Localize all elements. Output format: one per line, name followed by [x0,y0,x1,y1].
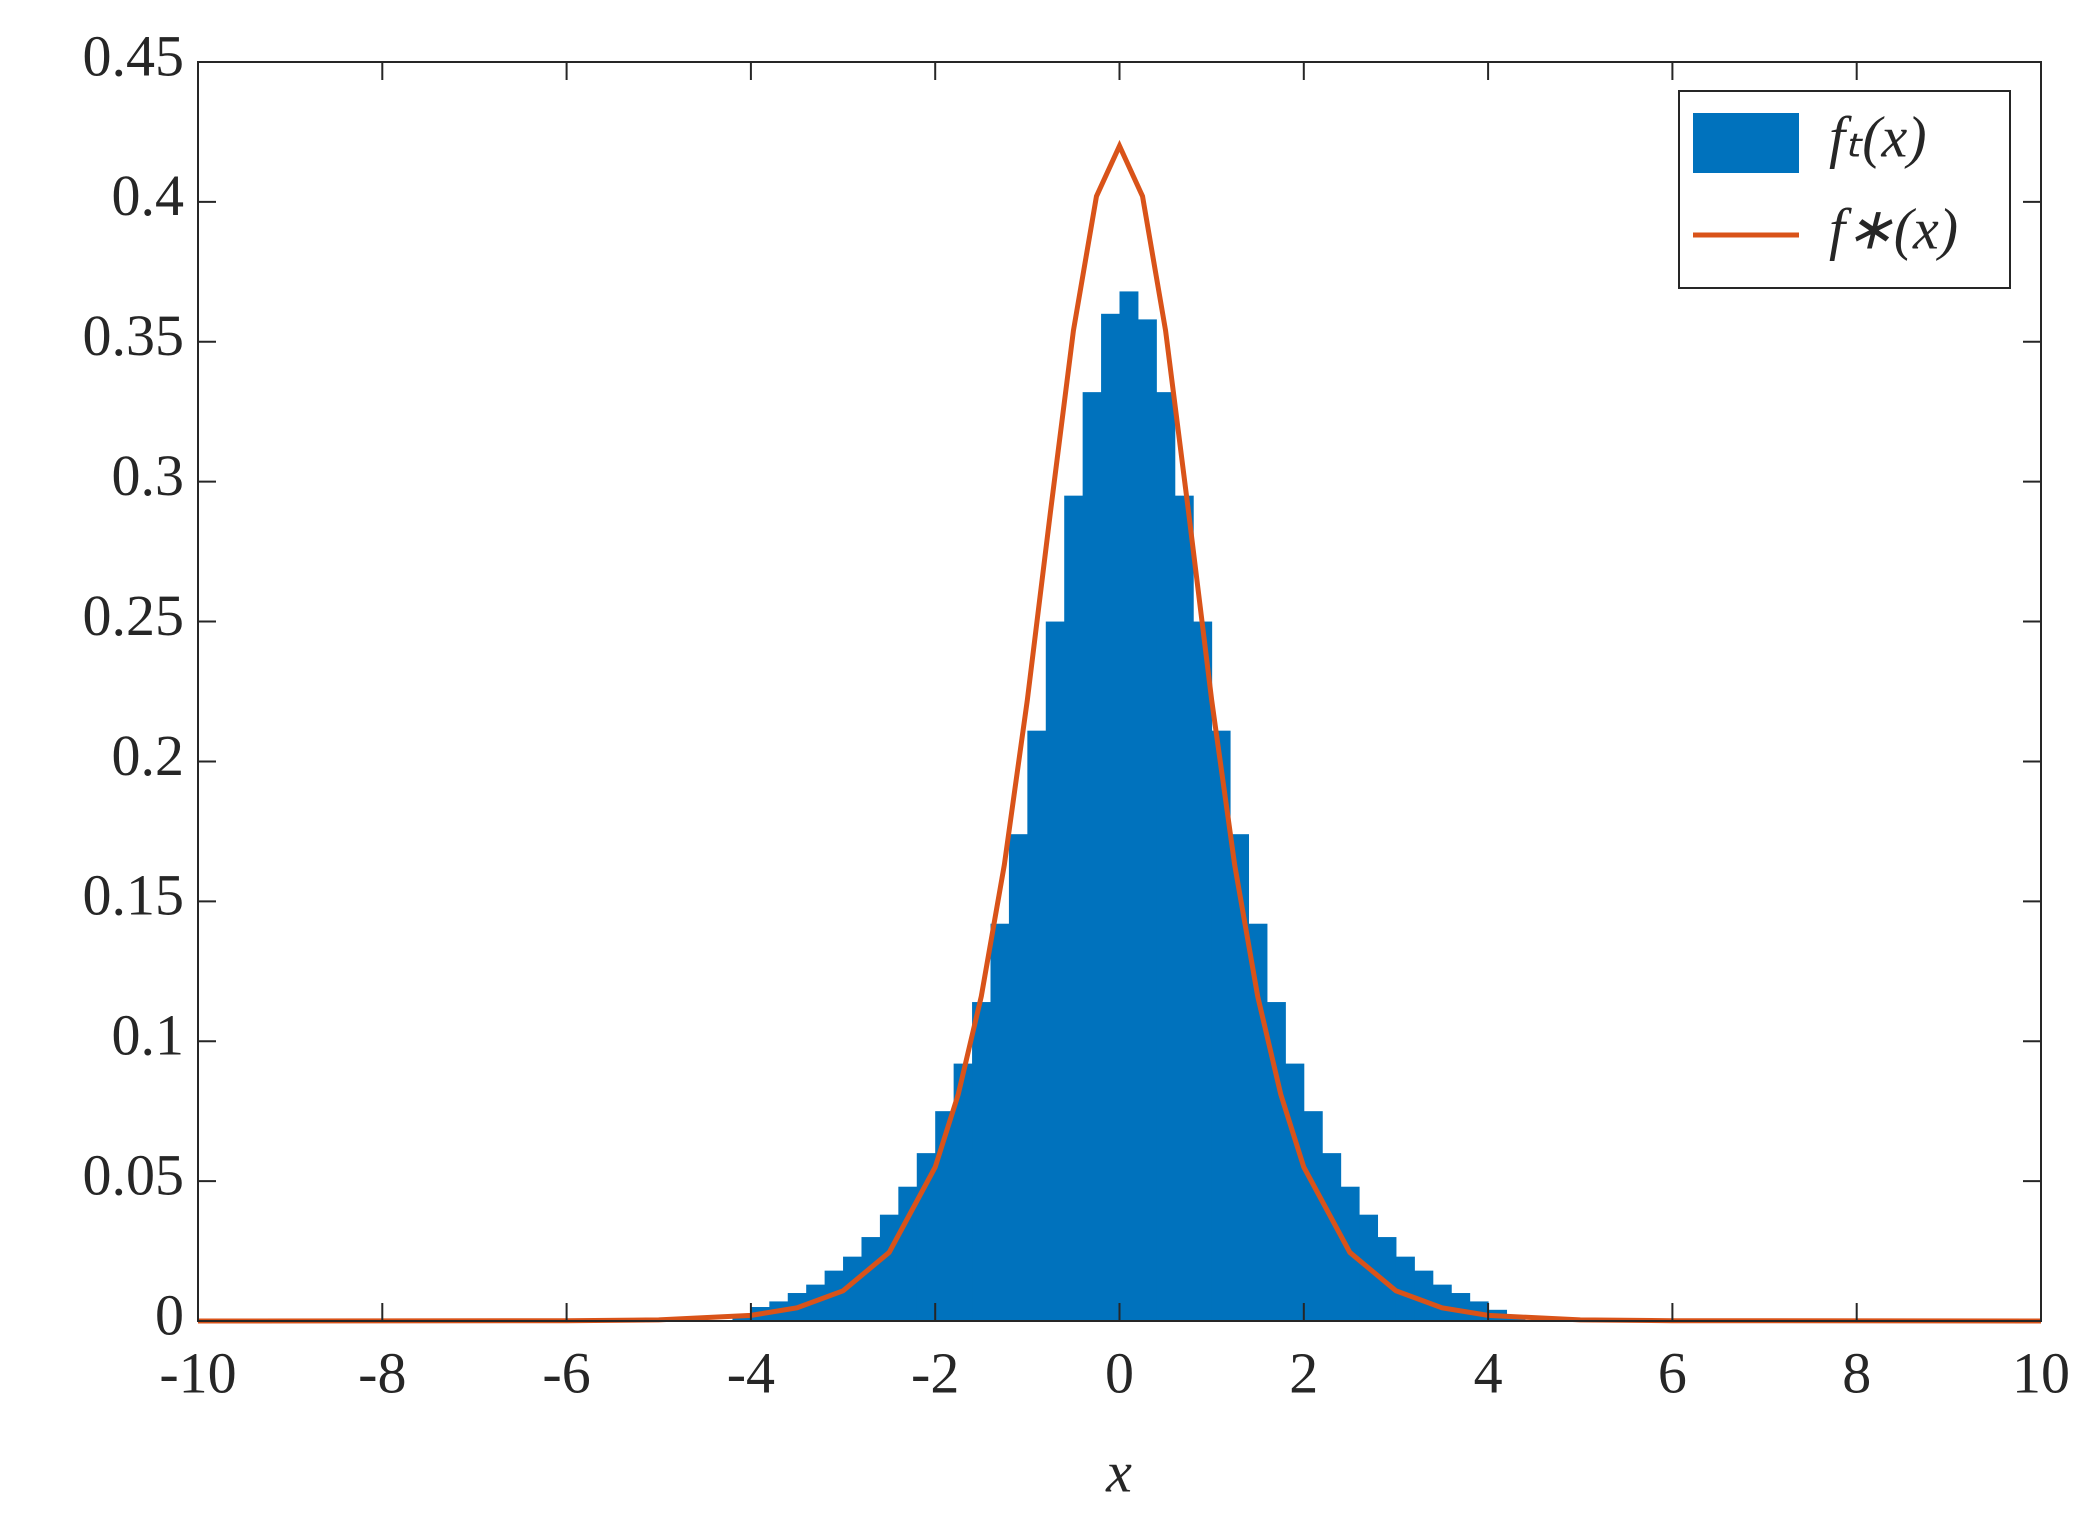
y-tick-label: 0.05 [83,1142,185,1207]
y-tick-label: 0.25 [83,583,185,648]
histogram-bar [1193,621,1213,1321]
y-tick-label: 0.45 [83,23,185,88]
x-tick-label: -6 [542,1340,590,1405]
histogram-bar [1119,291,1139,1322]
histogram-bar [861,1237,881,1321]
histogram-bar [1432,1284,1452,1321]
histogram-bar [935,1111,955,1321]
histogram-bar [1377,1237,1397,1321]
x-tick-label: 6 [1658,1340,1687,1405]
histogram-bar [1230,834,1250,1321]
y-tick-label: 0.4 [112,163,185,228]
histogram-bar [1285,1063,1305,1321]
density-line [197,139,2042,1324]
x-tick-label: -4 [727,1340,775,1405]
histogram-bar [1322,1153,1342,1321]
x-tick-label: -2 [911,1340,959,1405]
histogram-bar [1395,1256,1415,1321]
histogram-bar [953,1063,973,1321]
y-tick-label: 0.35 [83,303,185,368]
histogram-bar [1082,392,1102,1321]
histogram-bar [843,1256,862,1321]
y-tick-label: 0.3 [112,443,185,508]
x-tick-label: 2 [1289,1340,1318,1405]
legend-label: fₜ(x) [1829,104,1927,169]
histogram-bar [1451,1293,1471,1321]
histogram-bar [972,1002,991,1321]
histogram-bar [1008,834,1028,1321]
histogram-bar [1045,621,1065,1321]
x-tick-label: -8 [358,1340,406,1405]
x-axis-label: x [1105,1439,1132,1504]
legend-swatch [1693,113,1799,173]
x-tick-label: 4 [1474,1340,1503,1405]
x-tick-label: 8 [1842,1340,1871,1405]
y-tick-label: 0.2 [112,723,185,788]
y-tick-label: 0.1 [112,1003,185,1068]
histogram-bar [1064,495,1084,1322]
histogram-bar [1156,392,1176,1321]
histogram-bar [1137,319,1157,1321]
y-tick-label: 0.15 [83,863,185,928]
legend-label: f∗(x) [1829,196,1958,261]
x-tick-label: -10 [159,1340,236,1405]
histogram-bar [898,1186,918,1321]
y-tick-label: 0 [155,1282,184,1347]
histogram-bar [1211,730,1231,1321]
histogram-bar [1303,1111,1323,1321]
histogram-bar [1248,923,1268,1321]
x-tick-label: 10 [2012,1340,2070,1405]
histogram-bar [1027,730,1047,1321]
histogram-bar [879,1214,899,1321]
histogram-bar [1414,1270,1434,1321]
histogram-bar [1101,313,1120,1321]
histogram-bar [990,923,1010,1321]
histogram-bar [916,1153,936,1321]
histogram-bar [1266,1002,1286,1321]
histogram-bar [1174,495,1194,1322]
x-tick-label: 0 [1105,1340,1134,1405]
